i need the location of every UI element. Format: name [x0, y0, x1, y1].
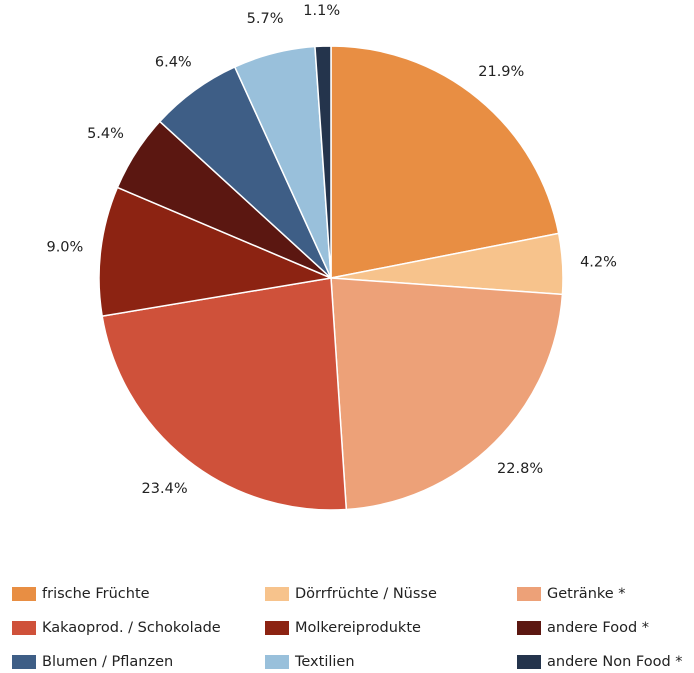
- legend-label: Molkereiprodukte: [295, 620, 421, 636]
- slice-percent-label: 1.1%: [303, 3, 340, 19]
- legend-item: andere Food *: [517, 617, 649, 639]
- legend-label: Textilien: [295, 654, 355, 670]
- slice-percent-label: 5.7%: [247, 11, 284, 27]
- legend-item: Blumen / Pflanzen: [12, 651, 173, 673]
- legend-item: frische Früchte: [12, 583, 150, 605]
- legend-swatch: [517, 587, 541, 601]
- legend-label: Dörrfrüchte / Nüsse: [295, 586, 437, 602]
- pie-slice: [314, 45, 332, 279]
- slice-percent-label: 21.9%: [478, 64, 524, 80]
- legend-item: Kakaoprod. / Schokolade: [12, 617, 221, 639]
- legend-swatch: [265, 587, 289, 601]
- pie-slice: [330, 277, 564, 511]
- legend-label: Getränke *: [547, 586, 626, 602]
- pie-slice: [98, 186, 334, 317]
- slice-percent-label: 4.2%: [580, 255, 617, 271]
- pie-slice: [101, 277, 348, 511]
- legend-label: frische Früchte: [42, 586, 150, 602]
- legend-item: Molkereiprodukte: [265, 617, 421, 639]
- legend-item: andere Non Food *: [517, 651, 683, 673]
- legend-label: Kakaoprod. / Schokolade: [42, 620, 221, 636]
- legend-label: Blumen / Pflanzen: [42, 654, 174, 670]
- legend-swatch: [12, 621, 36, 635]
- slice-percent-label: 23.4%: [142, 481, 188, 497]
- slice-percent-label: 9.0%: [46, 240, 83, 256]
- slice-percent-label: 6.4%: [155, 54, 192, 70]
- pie-chart: 21.9% 4.2% 22.8% 23.4% 9.0% 5.4% 6.4% 5.7% 1.1%: [46, 3, 617, 511]
- legend-label: andere Food *: [547, 620, 650, 636]
- legend-swatch: [265, 655, 289, 669]
- legend-label: andere Non Food *: [547, 654, 683, 670]
- legend-swatch: [517, 621, 541, 635]
- slice-percent-label: 5.4%: [87, 126, 124, 142]
- slice-percent-label: 22.8%: [497, 461, 543, 477]
- legend-swatch: [12, 587, 36, 601]
- pie-slice: [330, 45, 560, 279]
- legend-item: Dörrfrüchte / Nüsse: [265, 583, 437, 605]
- legend-swatch: [517, 655, 541, 669]
- legend-item: Textilien: [265, 651, 355, 673]
- legend-swatch: [265, 621, 289, 635]
- legend-item: Getränke *: [517, 583, 626, 605]
- legend-swatch: [12, 655, 36, 669]
